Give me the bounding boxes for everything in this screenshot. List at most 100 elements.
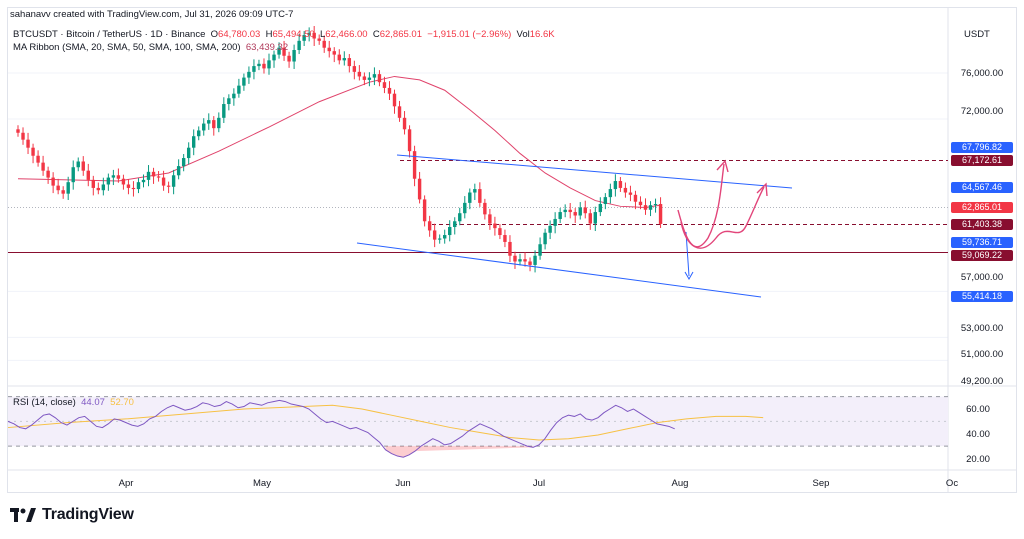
breakdown-arrow-head <box>684 271 694 281</box>
candle-body <box>478 189 482 203</box>
candle-body <box>392 93 397 107</box>
rsi-legend[interactable]: RSI (14, close) 44.07 52.70 <box>13 397 134 408</box>
candle-body <box>543 232 547 245</box>
candle-body <box>116 175 121 179</box>
candle-body <box>197 130 201 137</box>
price-tick: 49,200.00 <box>960 376 1004 387</box>
change-value: −1,915.01 (−2.96%) <box>427 29 512 40</box>
candle-body <box>287 55 291 62</box>
candle-body <box>553 218 557 226</box>
candle-body <box>106 177 111 185</box>
candle-body <box>548 225 552 233</box>
forecast-arrow-b <box>756 182 768 197</box>
candle-body <box>658 204 663 224</box>
price-label-level-top: 67,172.61 <box>951 155 1013 166</box>
candle-body <box>146 171 151 180</box>
ma-ribbon-legend[interactable]: MA Ribbon (SMA, 20, SMA, 50, SMA, 100, S… <box>13 42 288 53</box>
month-label: Aug <box>671 478 689 489</box>
channel-lower-trendline <box>356 242 762 298</box>
candle-body <box>267 60 271 69</box>
chart-frame <box>7 7 1017 493</box>
candle-body <box>141 179 146 183</box>
candle-body <box>653 204 658 206</box>
candle-body <box>387 87 392 94</box>
candle-body <box>36 155 40 163</box>
candle-body <box>407 129 412 152</box>
candle-body <box>503 235 507 242</box>
price-tick: 72,000.00 <box>960 106 1004 117</box>
candle-body <box>563 209 567 213</box>
candle-body <box>51 177 55 186</box>
candle-body <box>618 181 623 188</box>
candle-body <box>186 147 191 159</box>
price-label-trend-bottom: 55,414.18 <box>951 291 1013 302</box>
ma-ribbon-title: MA Ribbon (SMA, 20, SMA, 50, SMA, 100, S… <box>13 42 241 53</box>
candle-body <box>593 212 597 224</box>
candle-body <box>623 187 628 193</box>
candle-body <box>613 181 618 190</box>
candle-body <box>247 71 251 78</box>
rsi-ma-value: 52.70 <box>110 397 134 408</box>
candle-body <box>86 170 90 180</box>
forecast-path-b <box>680 186 765 249</box>
candle-body <box>317 38 321 41</box>
candle-body <box>608 189 613 198</box>
rsi-oversold-fill <box>385 446 534 458</box>
candle-body <box>126 184 131 188</box>
candle-body <box>357 71 362 77</box>
candle-body <box>347 58 352 67</box>
chart-credit: sahanavv created with TradingView.com, J… <box>10 9 294 20</box>
candle-body <box>111 175 116 178</box>
candle-body <box>463 202 467 214</box>
candle-body <box>176 166 181 176</box>
price-tick: 53,000.00 <box>960 323 1004 334</box>
candle-body <box>633 194 638 202</box>
candle-body <box>498 228 502 236</box>
candle-body <box>166 185 171 187</box>
candle-body <box>207 120 211 124</box>
tradingview-brand: TradingView <box>42 506 134 523</box>
symbol-legend[interactable]: BTCUSDT · Bitcoin / TetherUS · 1D · Bina… <box>13 29 555 40</box>
candle-body <box>523 259 527 262</box>
month-label: Oc <box>945 478 959 489</box>
month-label: Jun <box>395 478 411 489</box>
ma-ribbon-line <box>17 75 661 208</box>
low-label: L <box>320 29 326 40</box>
candle-body <box>81 161 85 171</box>
candle-body <box>493 223 497 229</box>
candle-body <box>558 212 562 219</box>
price-label-level-mid: 61,403.38 <box>951 219 1013 230</box>
candle-body <box>217 117 221 129</box>
candle-body <box>643 205 648 210</box>
candle-body <box>648 205 653 210</box>
currency-label[interactable]: USDT <box>964 29 990 40</box>
candle-body <box>56 185 60 191</box>
candle-body <box>312 32 316 39</box>
candle-body <box>327 47 331 52</box>
candle-body <box>518 259 522 262</box>
candle-body <box>16 129 20 133</box>
candle-body <box>473 189 477 193</box>
candle-body <box>292 50 296 62</box>
candle-body <box>453 221 457 227</box>
candle-body <box>578 207 582 216</box>
candle-body <box>397 106 402 118</box>
open-value: 64,780.03 <box>218 29 261 40</box>
candle-body <box>136 182 141 190</box>
candle-body <box>337 54 341 61</box>
price-label-last: 62,865.01 <box>951 202 1013 213</box>
candle-body <box>192 136 196 148</box>
candle-body <box>161 177 166 186</box>
tradingview-logo[interactable]: TradingView <box>10 506 134 524</box>
candle-body <box>573 212 577 216</box>
price-label-trend-low: 59,736.71 <box>951 237 1013 248</box>
candle-body <box>66 182 70 194</box>
price-tick: 57,000.00 <box>960 272 1004 283</box>
forecast-path-a <box>677 163 725 248</box>
ma-ribbon-value: 63,439.32 <box>245 42 289 53</box>
candle-body <box>377 74 382 83</box>
candle-body <box>71 167 75 183</box>
candle-body <box>297 40 301 51</box>
forecast-arrow-a <box>716 159 729 173</box>
